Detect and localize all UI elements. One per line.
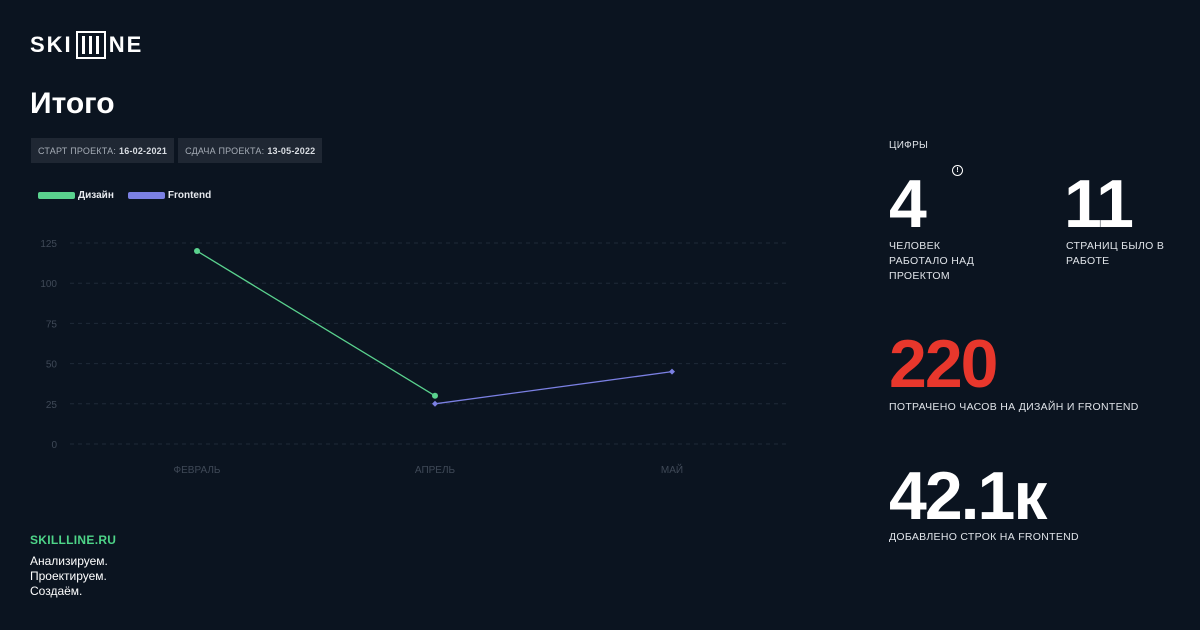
people-desc: ЧЕЛОВЕК РАБОТАЛО НАД ПРОЕКТОМ: [889, 239, 974, 284]
legend-item-design[interactable]: Дизайн: [38, 190, 114, 201]
y-tick-label: 75: [46, 319, 58, 330]
y-tick-label: 25: [46, 400, 58, 411]
x-tick-label: АПРЕЛЬ: [415, 465, 456, 476]
chart-legend: Дизайн Frontend: [38, 190, 211, 201]
date-chips: СТАРТ ПРОЕКТА: 16-02-2021 СДАЧА ПРОЕКТА:…: [31, 138, 323, 163]
start-date-value: 16-02-2021: [119, 145, 168, 156]
logo-mark-icon: [75, 31, 106, 59]
data-point: [194, 248, 200, 255]
end-date-chip: СДАЧА ПРОЕКТА: 13-05-2022: [178, 138, 323, 163]
pages-desc: СТРАНИЦ БЫЛО В РАБОТЕ: [1066, 239, 1164, 269]
end-date-label: СДАЧА ПРОЕКТА:: [185, 145, 265, 156]
stats-section-label: ЦИФРЫ: [889, 140, 929, 151]
start-date-label: СТАРТ ПРОЕКТА:: [38, 145, 117, 156]
series-line: [434, 370, 673, 405]
logo-text-right: NE: [108, 32, 144, 57]
tagline-line-1: Анализируем.: [30, 554, 108, 568]
y-tick-label: 50: [46, 360, 58, 371]
people-desc-line: ЧЕЛОВЕК: [889, 240, 941, 252]
data-point: [669, 368, 675, 375]
end-date-value: 13-05-2022: [267, 145, 316, 156]
legend-swatch-design: [38, 192, 75, 199]
y-tick-label: 100: [40, 279, 57, 290]
legend-item-frontend[interactable]: Frontend: [127, 190, 212, 201]
people-count: 4: [889, 166, 927, 242]
logo-text-left: SKI: [30, 32, 73, 57]
pages-desc-line: РАБОТЕ: [1066, 255, 1110, 267]
series-line: [196, 250, 436, 397]
x-tick-label: МАЙ: [661, 463, 683, 476]
pages-desc-line: СТРАНИЦ БЫЛО В: [1066, 240, 1165, 252]
legend-swatch-frontend: [127, 192, 165, 199]
logo[interactable]: SKI NE: [30, 31, 143, 59]
legend-label-frontend: Frontend: [167, 190, 212, 201]
page-title: Итого: [30, 87, 115, 120]
hours-count: 220: [889, 326, 998, 402]
tagline-line-3: Создаём.: [30, 584, 83, 598]
tagline-line-2: Проектируем.: [30, 569, 107, 583]
info-icon[interactable]: !: [952, 165, 963, 176]
lines-count: 42.1к: [889, 458, 1047, 534]
data-point: [432, 400, 438, 407]
pages-count: 11: [1064, 166, 1134, 242]
data-point: [432, 392, 438, 399]
people-desc-line: РАБОТАЛО НАД: [889, 255, 975, 267]
lines-desc: ДОБАВЛЕНО СТРОК НА FRONTEND: [889, 531, 1079, 543]
site-link[interactable]: SKILLLINE.RU: [30, 533, 117, 547]
people-desc-line: ПРОЕКТОМ: [889, 270, 950, 282]
hours-desc: ПОТРАЧЕНО ЧАСОВ НА ДИЗАЙН И FRONTEND: [889, 401, 1139, 413]
start-date-chip: СТАРТ ПРОЕКТА: 16-02-2021: [31, 138, 175, 163]
line-chart: 0 25 50 75 100 125 ФЕВРАЛЬ АПРЕЛЬ МАЙ: [40, 239, 790, 476]
y-tick-label: 125: [40, 239, 57, 250]
x-tick-label: ФЕВРАЛЬ: [174, 465, 221, 476]
footer: SKILLLINE.RU Анализируем. Проектируем. С…: [30, 532, 116, 599]
stats-panel: ЦИФРЫ 4 ! ЧЕЛОВЕК РАБОТАЛО НАД ПРОЕКТОМ …: [889, 0, 1189, 630]
legend-label-design: Дизайн: [78, 190, 114, 201]
y-tick-label: 0: [51, 440, 57, 451]
